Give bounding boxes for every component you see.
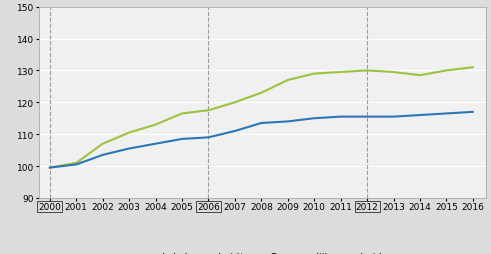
Legend: Lokale overheid*, Gezamenlijke overheid: Lokale overheid*, Gezamenlijke overheid [139, 248, 386, 254]
